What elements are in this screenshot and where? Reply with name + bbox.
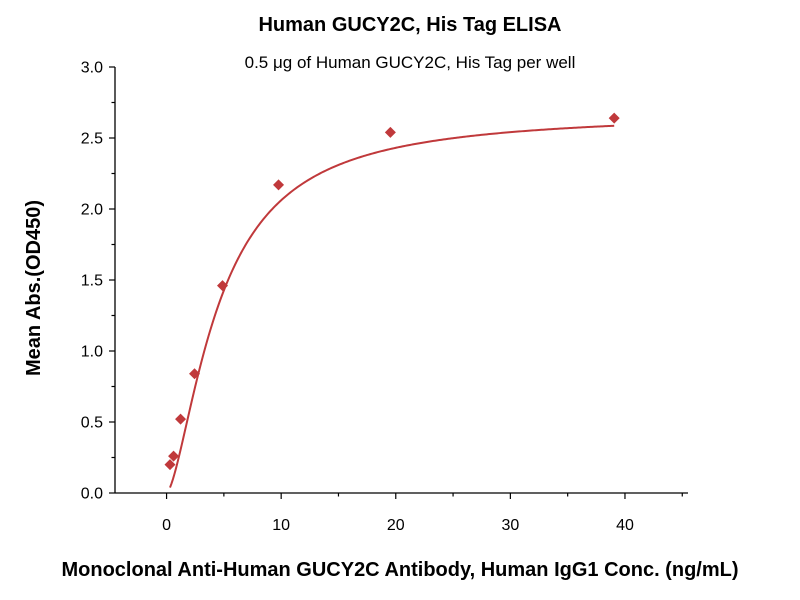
y-tick-label: 1.0 [81, 344, 103, 361]
x-tick-label: 30 [501, 517, 519, 534]
data-point [216, 280, 228, 292]
x-tick-label: 20 [387, 517, 405, 534]
data-point [168, 450, 180, 462]
data-point [175, 413, 187, 425]
fit-curve [169, 124, 615, 488]
x-tick-label: 10 [272, 517, 290, 534]
y-tick-label: 0.5 [81, 415, 103, 432]
data-point [164, 459, 176, 471]
y-tick-label: 2.0 [81, 202, 103, 219]
data-point [384, 126, 396, 138]
y-tick-label: 0.0 [81, 486, 103, 503]
y-tick-label: 3.0 [81, 60, 103, 77]
data-point [189, 368, 201, 380]
y-tick-label: 2.5 [81, 131, 103, 148]
data-point [273, 179, 285, 191]
data-points-layer [164, 112, 620, 471]
axes: 0.0 0.5 1.0 1.5 2.0 2.5 3.0 0 10 20 30 40 [81, 60, 688, 534]
y-axis-title: Mean Abs.(OD450) [23, 200, 45, 376]
chart-title: Human GUCY2C, His Tag ELISA [258, 14, 561, 36]
x-tick-label: 0 [162, 517, 171, 534]
x-axis-title: Monoclonal Anti-Human GUCY2C Antibody, H… [61, 559, 738, 581]
fit-curve-layer [169, 124, 615, 488]
x-tick-label: 40 [616, 517, 634, 534]
chart-subtitle: 0.5 μg of Human GUCY2C, His Tag per well [245, 53, 576, 72]
y-tick-label: 1.5 [81, 273, 103, 290]
data-point [608, 112, 620, 124]
